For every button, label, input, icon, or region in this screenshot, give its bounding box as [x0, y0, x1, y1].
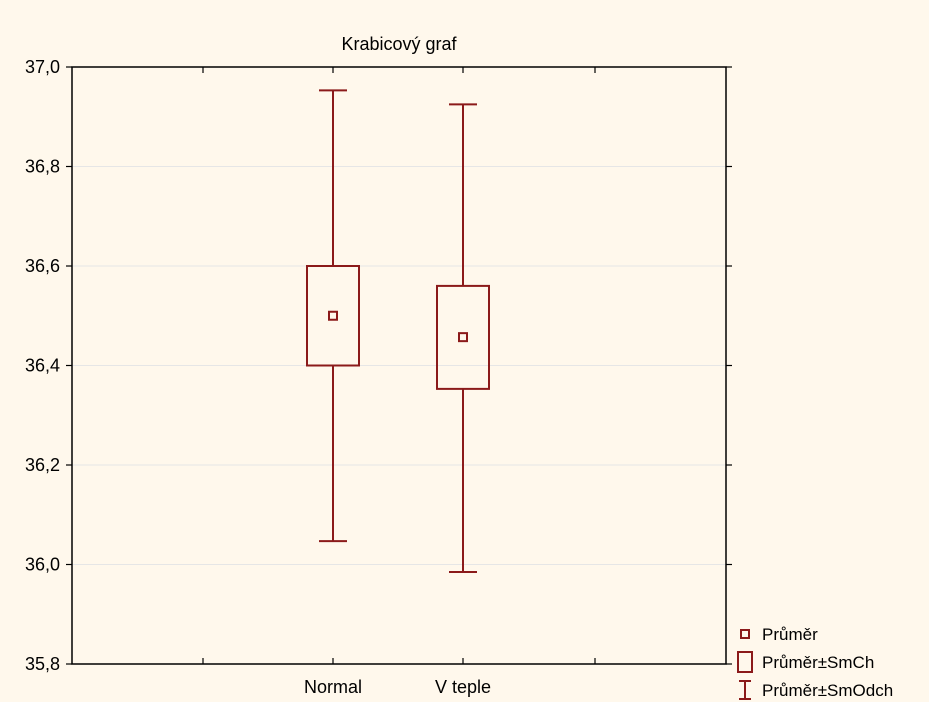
y-tick-label: 37,0: [25, 57, 60, 77]
y-tick-label: 36,6: [25, 256, 60, 276]
box-se: [436, 284, 490, 390]
y-tick-label: 35,8: [25, 654, 60, 674]
chart-title: Krabicový graf: [341, 34, 457, 54]
legend-label: Průměr: [762, 625, 818, 644]
y-tick-label: 36,4: [25, 356, 60, 376]
legend-label: Průměr±SmCh: [762, 653, 874, 672]
y-tick-label: 36,0: [25, 555, 60, 575]
mean-point: [328, 310, 338, 321]
x-category-label: Normal: [304, 677, 362, 697]
x-category-label: V teple: [435, 677, 491, 697]
legend-box-marker: [737, 651, 753, 673]
legend-mean-marker: [740, 629, 750, 639]
y-tick-label: 36,2: [25, 455, 60, 475]
mean-point: [458, 332, 468, 343]
y-tick-label: 36,8: [25, 157, 60, 177]
box-se: [306, 265, 360, 367]
legend-label: Průměr±SmOdch: [762, 681, 893, 700]
